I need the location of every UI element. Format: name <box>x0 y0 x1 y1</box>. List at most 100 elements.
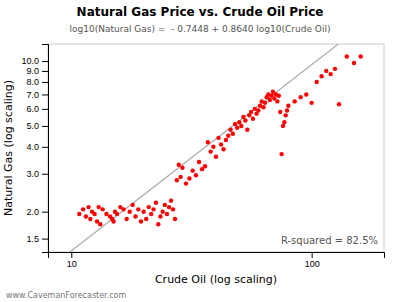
point <box>245 128 249 132</box>
point <box>219 142 223 146</box>
y-tick-label: 8.0 <box>26 77 39 87</box>
point <box>96 205 100 209</box>
point <box>292 99 296 103</box>
y-tick-label: 5.0 <box>26 121 39 131</box>
point <box>141 209 145 213</box>
watermark: www.CavemanForecaster.com <box>6 291 127 300</box>
point <box>160 209 164 213</box>
point <box>171 207 175 211</box>
point <box>191 168 195 172</box>
point <box>115 212 119 216</box>
point <box>352 61 356 65</box>
point <box>263 101 267 105</box>
point <box>328 72 332 76</box>
point <box>278 110 282 114</box>
x-tick-mark <box>71 252 72 258</box>
annotation: R-squared = 82.5% <box>281 235 378 246</box>
point <box>214 154 218 158</box>
point <box>304 92 308 96</box>
y-tick-mark <box>42 174 48 175</box>
point <box>309 101 313 105</box>
point <box>256 108 260 112</box>
y-tick-label: 3.0 <box>26 169 39 179</box>
y-tick-mark <box>42 109 48 110</box>
point <box>158 214 162 218</box>
y-tick-label: 4.0 <box>26 142 39 152</box>
point <box>315 80 319 84</box>
point <box>337 102 341 106</box>
point <box>165 212 169 216</box>
y-tick-mark <box>42 239 48 240</box>
y-axis-line <box>42 45 49 253</box>
point <box>180 165 184 169</box>
point <box>298 95 302 99</box>
y-tick: 7.0 <box>26 90 48 100</box>
point <box>124 217 128 221</box>
y-tick-label: 9.0 <box>26 66 39 76</box>
point <box>277 94 281 98</box>
x-axis-title: Crude Oil (log scaling) <box>155 273 277 286</box>
point <box>156 222 160 226</box>
plot-frame <box>48 44 384 252</box>
y-tick: 8.0 <box>26 77 48 87</box>
point <box>286 104 290 108</box>
point <box>98 222 102 226</box>
x-tick: 100 <box>305 252 320 269</box>
y-tick: 1.5 <box>26 234 48 244</box>
fit-line <box>70 44 339 252</box>
point <box>81 207 85 211</box>
point <box>173 217 177 221</box>
point <box>324 69 328 73</box>
y-tick-mark <box>42 82 48 83</box>
y-tick-label: 1.5 <box>26 234 39 244</box>
point <box>359 54 363 58</box>
subtitle: log10(Natural Gas) = - 0.7448 + 0.8640 l… <box>70 24 331 34</box>
point <box>282 120 286 124</box>
point <box>147 205 151 209</box>
point <box>133 214 137 218</box>
point <box>144 217 148 221</box>
y-tick-mark <box>42 94 48 95</box>
y-tick: 9.0 <box>26 66 48 76</box>
point <box>100 207 104 211</box>
point <box>268 98 272 102</box>
point <box>284 113 288 117</box>
y-tick-label: 10.0 <box>21 56 39 66</box>
y-axis: 1.52.03.04.05.06.07.08.09.010.0 <box>21 45 48 253</box>
x-tick-mark <box>312 252 313 258</box>
point <box>92 212 96 216</box>
point <box>187 176 191 180</box>
scatter-series <box>77 54 363 226</box>
y-tick-mark <box>42 126 48 127</box>
point <box>149 212 153 216</box>
y-tick-mark <box>42 71 48 72</box>
y-tick-label: 7.0 <box>26 90 39 100</box>
point <box>224 138 228 142</box>
plot-area: 101001.52.03.04.05.06.07.08.09.010.0R-sq… <box>21 44 384 269</box>
y-tick-mark <box>42 61 48 62</box>
point <box>285 108 289 112</box>
y-tick: 5.0 <box>26 121 48 131</box>
point <box>249 110 253 114</box>
point <box>175 178 179 182</box>
point <box>139 219 143 223</box>
point <box>211 145 215 149</box>
y-axis-title: Natural Gas (log scaling) <box>2 80 15 216</box>
point <box>333 67 337 71</box>
point <box>279 152 283 156</box>
x-tick-label: 10 <box>67 259 77 269</box>
point <box>319 74 323 78</box>
point <box>167 205 171 209</box>
point <box>121 207 125 211</box>
x-axis: 10 100 <box>49 252 385 269</box>
y-tick-mark <box>42 212 48 213</box>
point <box>163 203 167 207</box>
chart: Natural Gas Price vs. Crude Oil Pricelog… <box>0 0 400 302</box>
x-axis-line <box>49 253 385 259</box>
point <box>128 209 132 213</box>
point <box>216 136 220 140</box>
point <box>275 99 279 103</box>
point <box>154 201 158 205</box>
point <box>228 128 232 132</box>
point <box>88 217 92 221</box>
